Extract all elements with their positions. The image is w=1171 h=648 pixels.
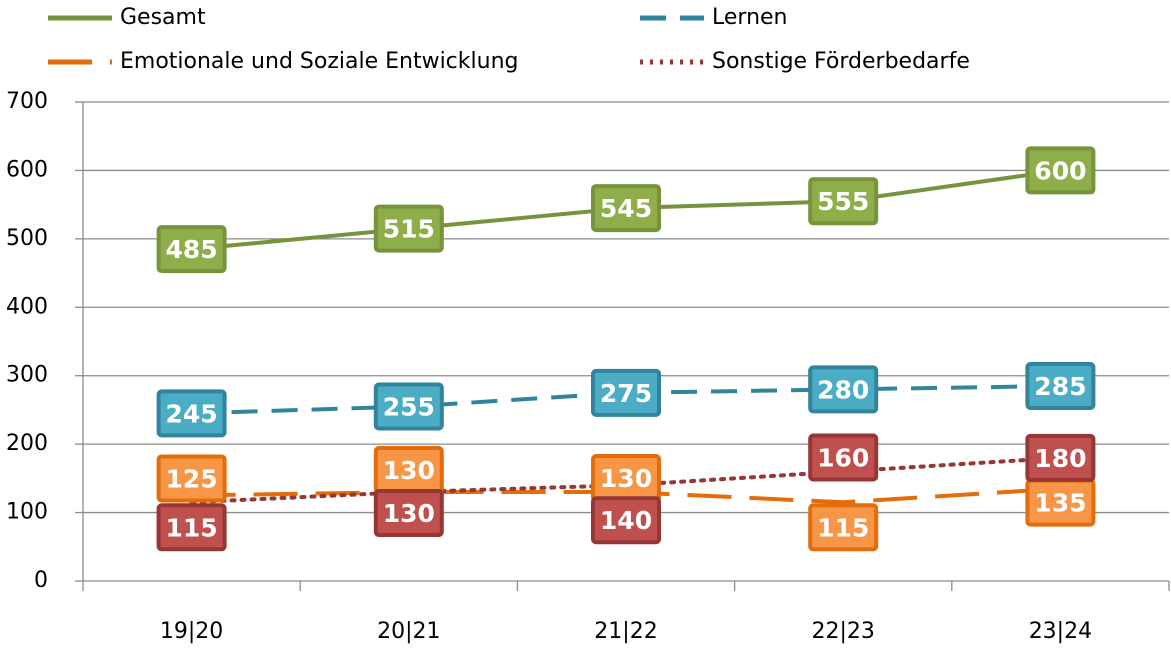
data-label-box [808, 503, 879, 552]
y-tick-label: 200 [6, 431, 48, 456]
data-label: 485 [166, 235, 218, 264]
data-label: 180 [1034, 444, 1086, 473]
data-label: 285 [1034, 372, 1086, 401]
x-tick-label: 22|23 [811, 619, 874, 644]
data-label: 515 [383, 215, 435, 244]
data-label: 255 [383, 393, 435, 422]
data-label: 130 [600, 464, 652, 493]
data-label-box [591, 184, 661, 233]
legend-label: Lernen [712, 5, 788, 30]
data-label-box [591, 368, 661, 417]
data-label: 245 [166, 399, 218, 428]
data-label-box [156, 454, 227, 503]
data-label: 130 [383, 456, 435, 485]
y-tick-label: 100 [6, 500, 48, 525]
legend-label: Emotionale und Soziale Entwicklung [120, 49, 518, 74]
data-label-box [808, 177, 879, 226]
data-label-box [808, 433, 879, 482]
series-line [191, 383, 1061, 416]
data-label: 115 [817, 513, 869, 542]
x-tick-label: 23|24 [1029, 619, 1092, 644]
x-tick-label: 20|21 [377, 619, 440, 644]
data-label: 125 [166, 464, 218, 493]
y-tick-label: 400 [6, 294, 48, 319]
data-label: 275 [600, 379, 652, 408]
data-label-box [373, 382, 444, 431]
y-tick-label: 600 [6, 157, 48, 182]
data-label: 130 [383, 499, 435, 528]
data-label-box [373, 489, 444, 538]
data-label-box [373, 204, 444, 253]
y-tick-label: 500 [6, 226, 48, 251]
data-label-box [591, 496, 661, 545]
data-label-box [808, 365, 879, 414]
data-label-box [1025, 433, 1096, 482]
legend-label: Gesamt [120, 5, 206, 30]
data-label-box [156, 503, 227, 552]
y-tick-label: 0 [34, 568, 48, 593]
data-label: 140 [600, 506, 652, 535]
data-label: 555 [817, 187, 869, 216]
data-label-box [156, 225, 227, 274]
data-label-box [1025, 361, 1096, 410]
data-label: 160 [817, 444, 869, 473]
data-label: 545 [600, 194, 652, 223]
data-label: 600 [1034, 156, 1086, 185]
data-label-box [156, 389, 227, 438]
data-label: 280 [817, 375, 869, 404]
legend-label: Sonstige Förderbedarfe [712, 49, 970, 74]
data-label: 135 [1034, 489, 1086, 518]
y-tick-label: 300 [6, 363, 48, 388]
data-label-box [1025, 146, 1096, 195]
x-tick-label: 19|20 [160, 619, 223, 644]
data-label: 115 [166, 513, 218, 542]
x-tick-label: 21|22 [594, 619, 657, 644]
y-tick-label: 700 [6, 89, 48, 114]
